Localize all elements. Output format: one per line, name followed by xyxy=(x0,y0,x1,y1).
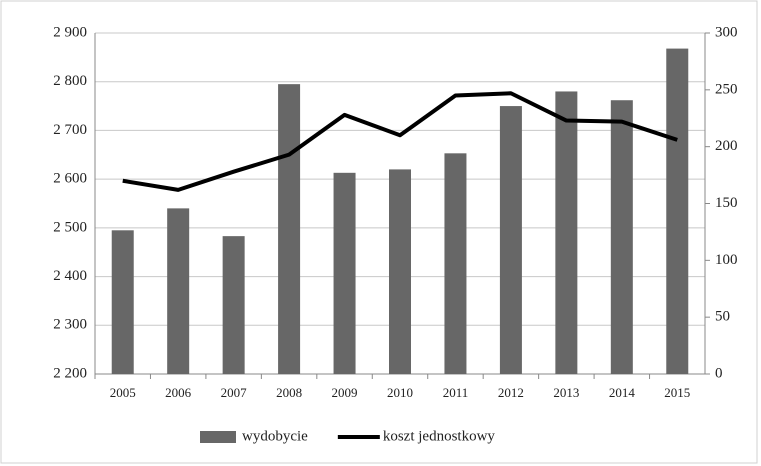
y-tick-label: 2 600 xyxy=(53,171,87,187)
legend-label: koszt jednostkowy xyxy=(383,428,496,444)
y2-tick-label: 300 xyxy=(715,24,738,40)
y-tick-label: 2 900 xyxy=(53,24,87,40)
x-tick-label: 2005 xyxy=(110,385,136,400)
x-tick-label: 2010 xyxy=(387,385,413,400)
y2-tick-label: 200 xyxy=(715,138,738,154)
bar xyxy=(222,236,245,374)
bar xyxy=(278,84,301,375)
line xyxy=(122,91,678,192)
x-tick-label: 2006 xyxy=(165,385,192,400)
x-tick-label: 2011 xyxy=(443,385,469,400)
bar xyxy=(610,100,633,375)
bar xyxy=(111,230,134,374)
x-tick-label: 2014 xyxy=(609,385,636,400)
y-tick-label: 2 300 xyxy=(53,317,87,333)
bar xyxy=(499,106,522,375)
y-tick-label: 2 800 xyxy=(53,73,87,89)
bar xyxy=(555,91,578,374)
bar xyxy=(333,172,356,374)
bar xyxy=(666,48,689,375)
legend-swatch xyxy=(200,431,236,443)
bar xyxy=(444,153,467,374)
y2-tick-label: 50 xyxy=(715,309,730,325)
x-tick-label: 2007 xyxy=(221,385,248,400)
y-tick-label: 2 500 xyxy=(53,219,87,235)
y2-tick-label: 0 xyxy=(715,365,723,381)
x-tick-label: 2009 xyxy=(332,385,358,400)
y-tick-label: 2 400 xyxy=(53,268,87,284)
x-tick-label: 2015 xyxy=(664,385,690,400)
x-tick-label: 2008 xyxy=(276,385,302,400)
bar xyxy=(167,208,190,374)
legend-label: wydobycie xyxy=(242,428,308,444)
bar xyxy=(389,169,411,374)
y2-tick-label: 100 xyxy=(715,252,738,268)
y-tick-label: 2 200 xyxy=(53,365,87,381)
y2-tick-label: 250 xyxy=(715,81,738,97)
y-tick-label: 2 700 xyxy=(53,122,87,138)
x-tick-label: 2012 xyxy=(498,385,524,400)
y2-tick-label: 150 xyxy=(715,195,738,211)
x-tick-label: 2013 xyxy=(553,385,579,400)
